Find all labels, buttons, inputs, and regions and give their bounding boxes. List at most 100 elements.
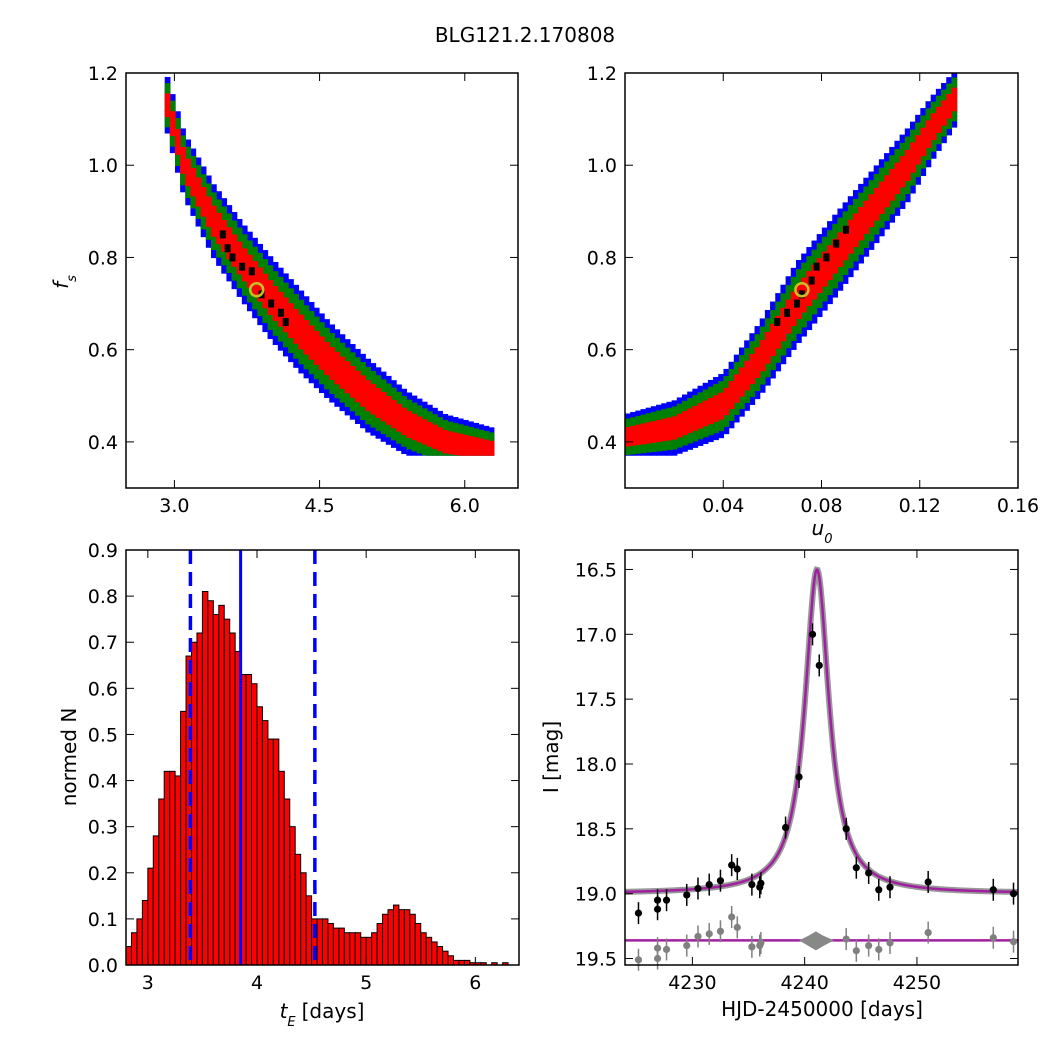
data-point xyxy=(694,884,702,893)
heatmap-cell-inner xyxy=(878,181,885,214)
heatmap-cell-core xyxy=(277,308,284,317)
y-tick-label: 1.2 xyxy=(88,63,118,85)
heatmap-cell-inner xyxy=(180,146,186,174)
histogram-bar xyxy=(354,932,362,966)
heatmap-cell-core xyxy=(833,239,840,248)
histogram-bar xyxy=(174,775,182,966)
histogram-bar xyxy=(267,738,274,966)
data-point xyxy=(653,896,662,904)
histogram-bar xyxy=(403,909,411,966)
y-tick-label: 17.5 xyxy=(575,689,617,711)
heatmap-cell-inner xyxy=(468,436,474,456)
x-tick-label: 4 xyxy=(251,972,263,994)
histogram-bar xyxy=(229,632,236,966)
heatmap-cell-inner xyxy=(718,392,725,420)
histogram-bar xyxy=(447,955,454,966)
data-point xyxy=(924,878,932,886)
heatmap-cell-inner xyxy=(640,423,647,445)
residual-uncertainty-band xyxy=(799,931,834,951)
heatmap-cell-inner xyxy=(935,106,942,133)
model-curve xyxy=(624,568,1019,894)
heatmap-cell-inner xyxy=(313,331,320,365)
heatmap-cell-inner xyxy=(169,111,176,137)
heatmap-cell-inner xyxy=(790,291,797,327)
heatmap-cell-inner xyxy=(385,395,392,425)
histogram-bar xyxy=(136,918,143,966)
residual-point xyxy=(1009,938,1018,946)
y-tick-label: 18.5 xyxy=(575,819,617,841)
heatmap-cell-inner xyxy=(630,425,636,446)
heatmap-cell-inner xyxy=(759,339,766,372)
heatmap-cell-inner xyxy=(728,381,735,410)
histogram-bar xyxy=(169,770,176,966)
data-point xyxy=(662,896,671,904)
ylabel-normed-n: normed N xyxy=(57,708,81,807)
residual-point xyxy=(875,945,883,954)
histogram-bar xyxy=(191,641,198,966)
histogram-bar xyxy=(431,941,438,966)
heatmap-cell-inner xyxy=(650,421,657,443)
histogram-bar xyxy=(436,946,444,966)
heatmap-cell-inner xyxy=(770,323,776,357)
panel-fs-vs-u0: 0.04 0.08 0.12 0.16 0.4 0.6 0.8 1.0 1.2 u0 xyxy=(587,63,1039,547)
heatmap-cell-inner xyxy=(375,388,382,419)
heatmap-cell-inner xyxy=(272,286,279,321)
heatmap-cell-core xyxy=(268,299,275,308)
heatmap-cell-core xyxy=(798,290,805,299)
heatmap-cell-inner xyxy=(873,187,880,221)
heatmap-cell-inner xyxy=(687,408,693,433)
tick-group: 4230 4240 4250 16.5 17.0 17.5 18.0 18.5 19.0 19.5 xyxy=(575,550,1018,994)
heatmap-cell-inner xyxy=(365,380,371,412)
residual-point xyxy=(757,939,765,947)
histogram-bar xyxy=(125,946,132,966)
heatmap-cell-core xyxy=(219,230,226,239)
x-tick-label: 4250 xyxy=(893,972,941,994)
heatmap-cell-inner xyxy=(298,314,305,350)
data-point xyxy=(815,661,823,670)
panel-light-curve: 4230 4240 4250 16.5 17.0 17.5 18.0 18.5 19.0 19.5… xyxy=(539,549,1019,1021)
heatmap-cell-inner xyxy=(200,186,207,217)
y-tick-label: 1.0 xyxy=(587,155,617,177)
heatmap-cell-inner xyxy=(775,315,782,349)
heatmap-cell-inner xyxy=(764,331,771,364)
axes-frame xyxy=(125,549,520,966)
histogram-bar xyxy=(300,872,307,966)
histogram-bar xyxy=(409,913,416,966)
heatmap-cell-inner xyxy=(462,434,469,456)
heatmap-cell-inner xyxy=(635,424,642,446)
histogram-bar xyxy=(387,909,394,966)
heatmap-cell-core xyxy=(808,276,815,285)
histogram-bar xyxy=(223,618,231,966)
heatmap-cell-inner xyxy=(175,129,181,155)
heatmap-cell-inner xyxy=(334,351,341,385)
heatmap-cell-inner xyxy=(262,273,269,309)
heatmap-cell-core xyxy=(248,267,255,276)
heatmap-cell-inner xyxy=(723,387,730,416)
histogram-bar xyxy=(245,674,253,966)
histogram-bar xyxy=(376,923,384,966)
heatmap-cell-core xyxy=(282,318,289,326)
y-tick-label: 0.8 xyxy=(587,247,617,269)
heatmap-cell-inner xyxy=(821,251,828,287)
heatmap-cell-inner xyxy=(666,417,673,441)
heatmap-cell-inner xyxy=(915,135,921,165)
heatmap-cell-inner xyxy=(344,361,351,394)
x-tick-label: 4.5 xyxy=(304,495,334,517)
heatmap-cell-inner xyxy=(645,422,652,444)
y-tick-label: 0.1 xyxy=(88,909,118,931)
heatmap-cell-inner xyxy=(847,219,854,254)
heatmap-cell-inner xyxy=(288,303,294,339)
y-tick-label: 0.6 xyxy=(88,678,118,700)
heatmap-cell-inner xyxy=(483,439,490,456)
y-tick-label: 0.9 xyxy=(88,540,118,562)
y-tick-label: 0.4 xyxy=(587,432,617,454)
heatmap-cell-inner xyxy=(661,418,668,442)
heatmap-cell-inner xyxy=(339,356,346,389)
y-tick-label: 0.6 xyxy=(88,340,118,362)
plot-area xyxy=(624,566,1019,971)
heatmap-cell-inner xyxy=(426,421,433,447)
panel-fs-vs-tE: 3.0 4.5 6.0 0.4 0.6 0.8 1.0 1.2 fs xyxy=(49,63,519,517)
residual-point xyxy=(748,943,756,951)
axes-frame xyxy=(624,72,1019,489)
heatmap-cell-inner xyxy=(909,142,916,173)
